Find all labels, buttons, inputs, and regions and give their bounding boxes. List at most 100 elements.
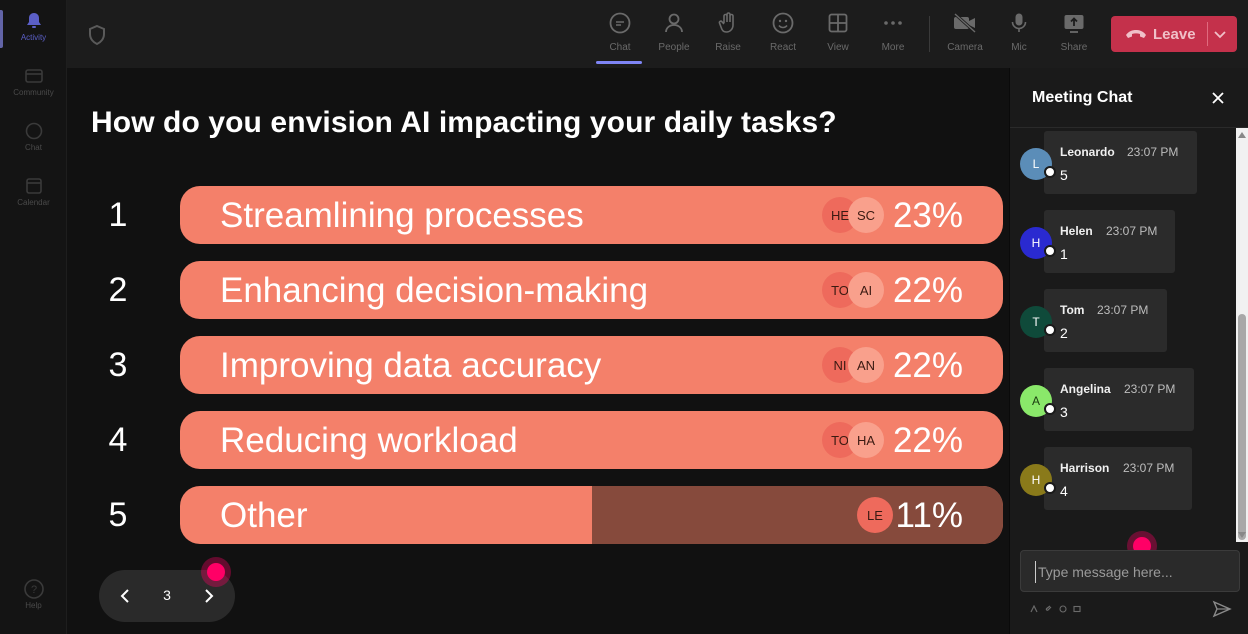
- presence-status-icon: [1044, 166, 1056, 178]
- voter-avatar: AI: [848, 272, 884, 308]
- leave-split-divider: [1207, 22, 1208, 46]
- message-text: 1: [1060, 246, 1068, 262]
- more-button-label: More: [881, 42, 905, 53]
- chat-header-divider: [1010, 127, 1248, 128]
- grid-view-icon: [825, 10, 851, 36]
- people-icon: [661, 10, 687, 36]
- attach-icon[interactable]: [1045, 604, 1053, 614]
- rail-item-community[interactable]: Community: [0, 65, 67, 115]
- message-input[interactable]: [1035, 561, 1225, 583]
- click-indicator: [201, 557, 231, 587]
- leave-button[interactable]: Leave: [1111, 16, 1237, 52]
- poll-option[interactable]: 2 Enhancing decision-making TO AI 22%: [67, 261, 1009, 319]
- voter-avatar: LE: [857, 497, 893, 533]
- camera-off-icon: [952, 10, 978, 36]
- chat-icon: [23, 120, 45, 142]
- rail-item-calendar[interactable]: Calendar: [0, 175, 67, 225]
- camera-button[interactable]: Camera: [939, 10, 991, 60]
- rail-item-activity[interactable]: Activity: [0, 10, 67, 60]
- message-bubble: Leonardo 23:07 PM 5: [1044, 131, 1197, 194]
- page-number: 3: [163, 587, 171, 603]
- option-number: 1: [108, 196, 128, 234]
- poll-option[interactable]: 4 Reducing workload TO HA 22%: [67, 411, 1009, 469]
- scroll-down-arrow-icon[interactable]: [1238, 532, 1246, 538]
- sender-name: Tom: [1060, 303, 1085, 317]
- raise-hand-icon: [715, 10, 741, 36]
- chevron-right-icon[interactable]: [197, 584, 221, 608]
- chat-message: Tom 23:07 PM 2 T: [1010, 289, 1236, 353]
- bell-icon: [23, 10, 45, 32]
- format-text-icon[interactable]: [1030, 604, 1038, 614]
- chat-message-list: Leonardo 23:07 PM 5 L Helen 23:07 PM 1 H…: [1010, 128, 1236, 542]
- gif-icon[interactable]: [1073, 604, 1081, 614]
- option-label: Other: [220, 496, 308, 535]
- message-bubble: Helen 23:07 PM 1: [1044, 210, 1175, 273]
- voter-avatar: SC: [848, 197, 884, 233]
- calendar-icon: [23, 175, 45, 197]
- chat-message: Angelina 23:07 PM 3 A: [1010, 368, 1236, 432]
- option-bar-unfilled: [591, 486, 1003, 544]
- react-button[interactable]: React: [757, 10, 809, 60]
- scroll-up-arrow-icon[interactable]: [1238, 132, 1246, 138]
- view-button[interactable]: View: [812, 10, 864, 60]
- meeting-toolbar: Chat People Raise React View More: [67, 0, 1248, 68]
- presence-status-icon: [1044, 324, 1056, 336]
- poll-option[interactable]: 3 Improving data accuracy NI AN 22%: [67, 336, 1009, 394]
- option-percent: 23%: [892, 196, 963, 235]
- sender-name: Leonardo: [1060, 145, 1115, 159]
- chat-button-label: Chat: [609, 42, 631, 53]
- option-number: 3: [108, 346, 128, 384]
- avatar: A: [1020, 385, 1052, 417]
- rail-label-calendar: Calendar: [17, 198, 50, 207]
- rail-label-activity: Activity: [20, 33, 47, 42]
- message-time: 23:07 PM: [1097, 303, 1149, 317]
- message-time: 23:07 PM: [1127, 145, 1179, 159]
- message-time: 23:07 PM: [1123, 461, 1175, 475]
- poll-option[interactable]: 5 Other LE 11%: [67, 486, 1009, 544]
- presence-status-icon: [1044, 482, 1056, 494]
- poll-option[interactable]: 1 Streamlining processes HE SC 23%: [67, 186, 1009, 244]
- smiley-icon: [770, 10, 796, 36]
- chat-scrollbar-thumb[interactable]: [1238, 314, 1246, 540]
- message-time: 23:07 PM: [1106, 224, 1158, 238]
- message-composer[interactable]: [1020, 550, 1240, 592]
- message-text: 3: [1060, 404, 1068, 420]
- rail-item-help[interactable]: ? Help: [0, 578, 67, 628]
- people-button[interactable]: People: [648, 10, 700, 60]
- leave-label: Leave: [1153, 25, 1196, 43]
- toolbar-divider: [929, 16, 930, 52]
- poll-stage: How do you envision AI impacting your da…: [67, 68, 1009, 634]
- raise-hand-button[interactable]: Raise: [702, 10, 754, 60]
- view-button-label: View: [827, 42, 849, 53]
- chevron-left-icon[interactable]: [113, 584, 137, 608]
- people-button-label: People: [658, 42, 690, 53]
- chat-message: Leonardo 23:07 PM 5 L: [1010, 131, 1236, 195]
- option-label: Enhancing decision-making: [220, 271, 649, 310]
- message-text: 5: [1060, 167, 1068, 183]
- send-icon[interactable]: [1212, 600, 1232, 618]
- meeting-chat-panel: Meeting Chat Leonardo 23:07 PM 5 L Helen…: [1009, 68, 1248, 634]
- mic-button[interactable]: Mic: [993, 10, 1045, 60]
- emoji-icon[interactable]: [1059, 604, 1067, 614]
- option-percent: 22%: [892, 271, 963, 310]
- share-button[interactable]: Share: [1048, 10, 1100, 60]
- message-bubble: Harrison 23:07 PM 4: [1044, 447, 1192, 510]
- presence-status-icon: [1044, 403, 1056, 415]
- option-percent: 22%: [892, 346, 963, 385]
- sender-name: Helen: [1060, 224, 1093, 238]
- more-button[interactable]: More: [867, 10, 919, 60]
- microphone-icon: [1006, 10, 1032, 36]
- active-indicator: [0, 10, 3, 48]
- more-dots-icon: [880, 10, 906, 36]
- chat-button[interactable]: Chat: [594, 10, 646, 64]
- option-number: 2: [108, 271, 128, 309]
- close-icon[interactable]: [1210, 90, 1226, 106]
- option-percent: 11%: [895, 496, 963, 535]
- option-number: 4: [108, 421, 128, 459]
- sender-name: Harrison: [1060, 461, 1110, 475]
- rail-item-chat[interactable]: Chat: [0, 120, 67, 170]
- chevron-down-icon[interactable]: [1213, 26, 1227, 47]
- message-bubble: Angelina 23:07 PM 3: [1044, 368, 1194, 431]
- share-screen-icon: [1061, 10, 1087, 36]
- react-button-label: React: [769, 42, 797, 53]
